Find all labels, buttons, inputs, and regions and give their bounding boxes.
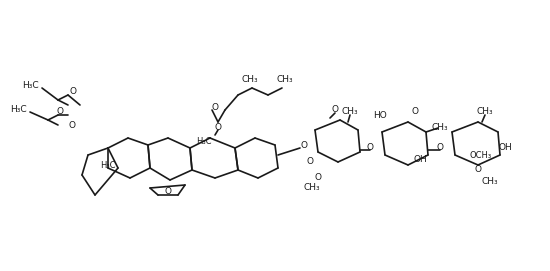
- Text: O: O: [437, 144, 443, 153]
- Text: OCH₃: OCH₃: [470, 150, 492, 160]
- Text: CH₃: CH₃: [342, 108, 358, 117]
- Text: O: O: [475, 166, 481, 175]
- Text: O: O: [366, 144, 373, 153]
- Text: O: O: [214, 124, 222, 133]
- Text: OH: OH: [413, 156, 427, 164]
- Text: O: O: [212, 102, 218, 111]
- Text: H₃C: H₃C: [100, 160, 116, 169]
- Text: HO: HO: [373, 111, 387, 120]
- Text: O: O: [164, 188, 172, 196]
- Text: CH₃: CH₃: [432, 124, 448, 133]
- Text: OH: OH: [498, 144, 512, 153]
- Text: CH₃: CH₃: [241, 76, 258, 85]
- Text: O: O: [332, 105, 338, 115]
- Text: O: O: [315, 173, 322, 182]
- Text: O: O: [69, 88, 76, 96]
- Text: O: O: [57, 108, 63, 117]
- Text: O: O: [306, 157, 313, 166]
- Text: O: O: [69, 121, 75, 130]
- Text: CH₃: CH₃: [304, 183, 320, 192]
- Text: O: O: [300, 140, 307, 150]
- Text: CH₃: CH₃: [482, 178, 498, 186]
- Text: H₃C: H₃C: [10, 105, 26, 115]
- Text: CH₃: CH₃: [277, 76, 293, 85]
- Text: H₃C: H₃C: [21, 80, 38, 89]
- Text: O: O: [411, 108, 419, 117]
- Text: CH₃: CH₃: [477, 108, 493, 117]
- Text: H₃C: H₃C: [196, 137, 212, 147]
